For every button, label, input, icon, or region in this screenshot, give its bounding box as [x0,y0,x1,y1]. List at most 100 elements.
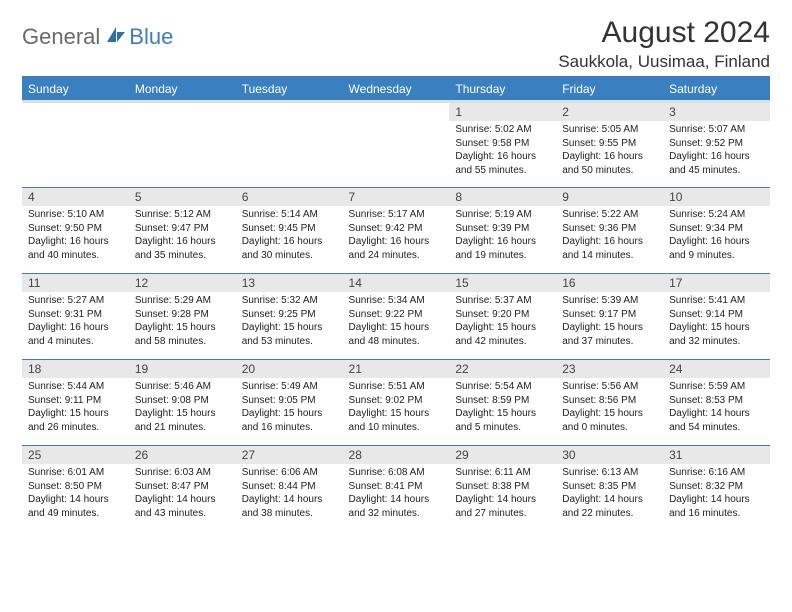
dayname-header: Wednesday [343,78,450,102]
day-info: Sunrise: 6:03 AMSunset: 8:47 PMDaylight:… [135,466,230,520]
day-number: 11 [22,274,129,292]
day-info: Sunrise: 5:19 AMSunset: 9:39 PMDaylight:… [455,208,550,262]
calendar-cell: 25 Sunrise: 6:01 AMSunset: 8:50 PMDayligh… [22,446,129,532]
page-title: August 2024 [558,16,770,50]
day-info: Sunrise: 5:17 AMSunset: 9:42 PMDaylight:… [349,208,444,262]
calendar-cell: 9Sunrise: 5:22 AMSunset: 9:36 PMDaylight… [556,188,663,274]
day-number: 12 [129,274,236,292]
day-info: Sunrise: 6:16 AMSunset: 8:32 PMDaylight:… [669,466,764,520]
calendar-cell [22,102,129,188]
calendar-cell: 8 Sunrise: 5:19 AMSunset: 9:39 PMDaylight… [449,188,556,274]
calendar-cell: 4 Sunrise: 5:10 AMSunset: 9:50 PMDaylight… [22,188,129,274]
day-info: Sunrise: 5:51 AMSunset: 9:02 PMDaylight:… [349,380,444,434]
calendar-cell [343,102,450,188]
calendar-cell: 6Sunrise: 5:14 AMSunset: 9:45 PMDaylight… [236,188,343,274]
day-info: Sunrise: 6:08 AMSunset: 8:41 PMDaylight:… [349,466,444,520]
calendar-cell: 2 Sunrise: 5:05 AMSunset: 9:55 PMDaylight… [556,102,663,188]
dayname-header: Monday [129,78,236,102]
day-number: 30 [556,446,663,464]
day-info: Sunrise: 5:39 AMSunset: 9:17 PMDaylight:… [562,294,657,348]
calendar-cell: 28Sunrise: 6:08 AMSunset: 8:41 PMDayligh… [343,446,450,532]
day-number: 4 [22,188,129,206]
day-info: Sunrise: 5:32 AMSunset: 9:25 PMDaylight:… [242,294,337,348]
calendar-cell: 30Sunrise: 6:13 AMSunset: 8:35 PMDayligh… [556,446,663,532]
day-info: Sunrise: 6:01 AMSunset: 8:50 PMDaylight:… [28,466,123,520]
day-number: 31 [663,446,770,464]
day-info: Sunrise: 5:37 AMSunset: 9:20 PMDaylight:… [455,294,550,348]
calendar-cell: 27 Sunrise: 6:06 AMSunset: 8:44 PMDayligh… [236,446,343,532]
dayname-header: Friday [556,78,663,102]
calendar-week: 11 Sunrise: 5:27 AMSunset: 9:31 PMDayligh… [22,274,770,360]
day-number: 5 [129,188,236,206]
day-number: 15 [449,274,556,292]
day-number: 18 [22,360,129,378]
header-row: General Blue August 2024 Saukkola, Uusim… [22,16,770,72]
calendar-cell: 22Sunrise: 5:54 AMSunset: 8:59 PMDayligh… [449,360,556,446]
day-number: 21 [343,360,450,378]
day-info: Sunrise: 5:44 AMSunset: 9:11 PMDaylight:… [28,380,123,434]
calendar-cell: 14Sunrise: 5:34 AMSunset: 9:22 PMDayligh… [343,274,450,360]
calendar-cell: 1Sunrise: 5:02 AMSunset: 9:58 PMDaylight… [449,102,556,188]
day-number: 25 [22,446,129,464]
calendar-cell: 20 Sunrise: 5:49 AMSunset: 9:05 PMDayligh… [236,360,343,446]
dayname-header: Thursday [449,78,556,102]
brand-logo: General Blue [22,16,173,50]
day-number: 8 [449,188,556,206]
day-number: 3 [663,103,770,121]
calendar-cell: 21 Sunrise: 5:51 AMSunset: 9:02 PMDayligh… [343,360,450,446]
day-info: Sunrise: 6:11 AMSunset: 8:38 PMDaylight:… [455,466,550,520]
calendar-cell: 19 Sunrise: 5:46 AMSunset: 9:08 PMDayligh… [129,360,236,446]
day-number: 6 [236,188,343,206]
dayname-header: Tuesday [236,78,343,102]
calendar-cell: 23 Sunrise: 5:56 AMSunset: 8:56 PMDayligh… [556,360,663,446]
dayname-header: Sunday [22,78,129,102]
day-number: 27 [236,446,343,464]
day-number: 7 [343,188,450,206]
calendar-cell: 26 Sunrise: 6:03 AMSunset: 8:47 PMDayligh… [129,446,236,532]
calendar-cell: 29Sunrise: 6:11 AMSunset: 8:38 PMDayligh… [449,446,556,532]
calendar-cell: 7 Sunrise: 5:17 AMSunset: 9:42 PMDaylight… [343,188,450,274]
calendar-cell: 5 Sunrise: 5:12 AMSunset: 9:47 PMDaylight… [129,188,236,274]
day-info: Sunrise: 5:34 AMSunset: 9:22 PMDaylight:… [349,294,444,348]
title-block: August 2024 Saukkola, Uusimaa, Finland [558,16,770,72]
calendar-week: 4 Sunrise: 5:10 AMSunset: 9:50 PMDaylight… [22,188,770,274]
calendar-cell: 3 Sunrise: 5:07 AMSunset: 9:52 PMDaylight… [663,102,770,188]
dayname-header: Saturday [663,78,770,102]
day-number: 2 [556,103,663,121]
day-info: Sunrise: 5:07 AMSunset: 9:52 PMDaylight:… [669,123,764,177]
day-number: 24 [663,360,770,378]
day-number: 9 [556,188,663,206]
calendar-cell: 31 Sunrise: 6:16 AMSunset: 8:32 PMDayligh… [663,446,770,532]
day-info: Sunrise: 5:56 AMSunset: 8:56 PMDaylight:… [562,380,657,434]
calendar-cell: 13 Sunrise: 5:32 AMSunset: 9:25 PMDayligh… [236,274,343,360]
day-info: Sunrise: 5:41 AMSunset: 9:14 PMDaylight:… [669,294,764,348]
day-info: Sunrise: 5:10 AMSunset: 9:50 PMDaylight:… [28,208,123,262]
day-number: 23 [556,360,663,378]
day-number: 19 [129,360,236,378]
calendar-cell: 15 Sunrise: 5:37 AMSunset: 9:20 PMDayligh… [449,274,556,360]
calendar-week: 18 Sunrise: 5:44 AMSunset: 9:11 PMDayligh… [22,360,770,446]
calendar-cell [236,102,343,188]
day-number: 1 [449,103,556,121]
calendar-cell: 10Sunrise: 5:24 AMSunset: 9:34 PMDayligh… [663,188,770,274]
location-label: Saukkola, Uusimaa, Finland [558,52,770,72]
day-info: Sunrise: 5:59 AMSunset: 8:53 PMDaylight:… [669,380,764,434]
day-info: Sunrise: 5:05 AMSunset: 9:55 PMDaylight:… [562,123,657,177]
day-info: Sunrise: 5:12 AMSunset: 9:47 PMDaylight:… [135,208,230,262]
day-info: Sunrise: 5:49 AMSunset: 9:05 PMDaylight:… [242,380,337,434]
calendar-cell: 18 Sunrise: 5:44 AMSunset: 9:11 PMDayligh… [22,360,129,446]
calendar-cell: 16 Sunrise: 5:39 AMSunset: 9:17 PMDayligh… [556,274,663,360]
day-info: Sunrise: 5:46 AMSunset: 9:08 PMDaylight:… [135,380,230,434]
calendar-cell: 17Sunrise: 5:41 AMSunset: 9:14 PMDayligh… [663,274,770,360]
day-info: Sunrise: 5:27 AMSunset: 9:31 PMDaylight:… [28,294,123,348]
calendar-cell [129,102,236,188]
calendar-cell: 11 Sunrise: 5:27 AMSunset: 9:31 PMDayligh… [22,274,129,360]
sail-icon [105,25,127,50]
calendar-table: SundayMondayTuesdayWednesdayThursdayFrid… [22,78,770,532]
day-number: 13 [236,274,343,292]
day-number: 16 [556,274,663,292]
day-number: 26 [129,446,236,464]
brand-blue: Blue [129,24,173,50]
day-number: 20 [236,360,343,378]
day-info: Sunrise: 6:06 AMSunset: 8:44 PMDaylight:… [242,466,337,520]
